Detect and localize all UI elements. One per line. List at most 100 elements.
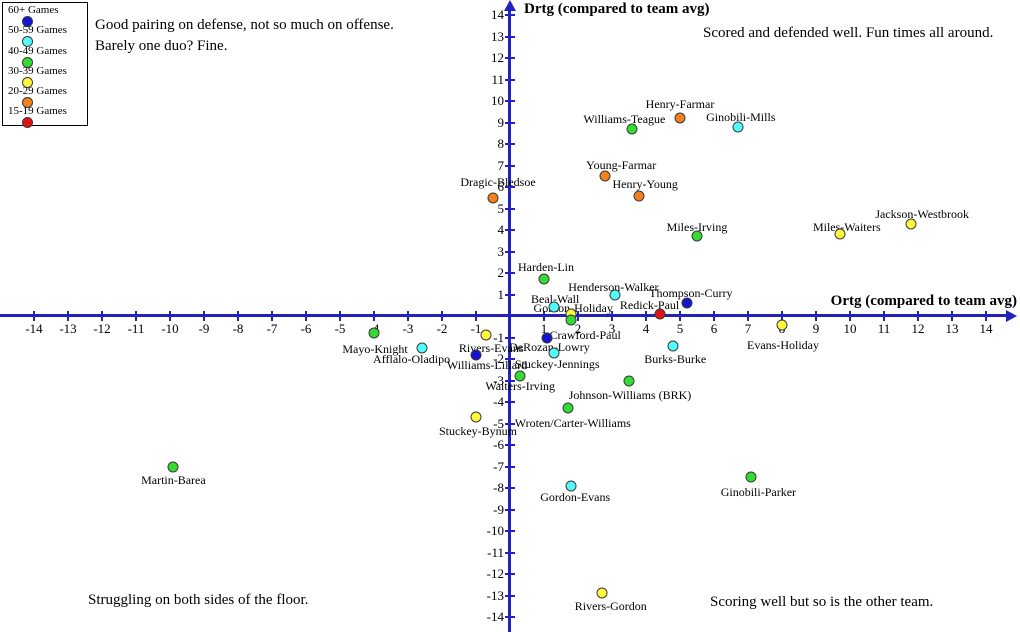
data-point-label: Beal-Wall bbox=[531, 292, 580, 307]
x-axis-tick bbox=[67, 311, 69, 321]
data-point bbox=[609, 289, 621, 300]
data-point-label: Henry-Farmar bbox=[645, 97, 715, 112]
data-point bbox=[745, 471, 757, 483]
legend-item-15-19-games: 15-19 Games bbox=[8, 105, 87, 129]
y-axis-tick bbox=[505, 207, 515, 210]
x-axis-tick bbox=[781, 311, 783, 321]
x-axis-tick-label: 4 bbox=[642, 321, 650, 336]
data-point-label: Ginobili-Parker bbox=[720, 485, 797, 500]
data-point-label: Wroten/Carter-Williams bbox=[514, 416, 631, 431]
data-point bbox=[691, 230, 703, 242]
y-axis-tick bbox=[505, 508, 515, 511]
y-axis-tick bbox=[505, 444, 515, 446]
x-axis-tick bbox=[339, 311, 341, 321]
x-axis-tick bbox=[543, 311, 545, 321]
legend-item-30-39-games: 30-39 Games bbox=[8, 65, 87, 88]
quadrant-annotation-bottom-left: Struggling on both sides of the floor. bbox=[88, 592, 309, 608]
data-point bbox=[514, 370, 526, 382]
data-point-label: Stuckey-Bynum bbox=[439, 424, 517, 439]
x-axis-tick-label: 9 bbox=[812, 321, 820, 336]
data-point-label: Miles-Irving bbox=[666, 220, 728, 235]
x-axis-line bbox=[0, 314, 1008, 317]
y-axis-tick-label: 4 bbox=[497, 222, 505, 237]
x-axis-tick bbox=[917, 311, 919, 321]
y-axis-tick-label: -2 bbox=[493, 351, 504, 366]
x-axis-tick bbox=[815, 311, 817, 321]
data-point-label: Henderson-Walker bbox=[568, 279, 659, 294]
x-axis-tick bbox=[441, 311, 443, 321]
y-axis-tick bbox=[505, 465, 515, 468]
data-point bbox=[834, 228, 846, 240]
y-axis-tick-label: 5 bbox=[497, 200, 505, 216]
data-point-label: Williams-Teague bbox=[583, 111, 666, 126]
y-axis-tick bbox=[505, 250, 515, 253]
legend-label: 15-19 Games bbox=[8, 105, 67, 118]
x-axis-tick bbox=[577, 311, 579, 321]
x-axis-arrow-icon bbox=[1006, 309, 1017, 322]
data-point bbox=[565, 480, 577, 492]
y-axis-tick-label: -6 bbox=[493, 437, 504, 452]
data-point-label: Stuckey-Jennings bbox=[514, 356, 600, 371]
x-axis-tick bbox=[883, 311, 885, 321]
x-axis-tick-label: 1 bbox=[540, 321, 548, 336]
legend-box: 60+ Games 50-59 Games 40-49 Games 30-39 … bbox=[2, 2, 88, 129]
y-axis-tick-label: -7 bbox=[493, 458, 504, 474]
data-point bbox=[681, 297, 693, 309]
x-axis-tick-label: 6 bbox=[710, 321, 718, 336]
data-point bbox=[732, 121, 744, 133]
y-axis-tick bbox=[505, 487, 515, 489]
y-axis-tick-label: -5 bbox=[493, 415, 504, 431]
y-axis-tick bbox=[505, 594, 515, 597]
x-axis-tick bbox=[407, 311, 409, 321]
x-axis-tick bbox=[747, 311, 749, 321]
y-axis-tick-label: -14 bbox=[486, 609, 504, 624]
x-axis-tick bbox=[33, 311, 35, 321]
x-axis-tick-label: 3 bbox=[608, 321, 616, 336]
x-axis-tick bbox=[985, 311, 987, 321]
data-point-label: DeRozan-Lowry bbox=[509, 339, 590, 354]
y-axis-tick-label: 10 bbox=[491, 93, 504, 108]
y-axis-tick bbox=[505, 336, 515, 339]
legend-label: 40-49 Games bbox=[8, 44, 67, 57]
x-axis-title: Ortg (compared to team avg) bbox=[830, 293, 1017, 309]
data-point bbox=[776, 319, 788, 331]
data-point-label: Young-Farmar bbox=[586, 158, 657, 173]
y-axis-tick bbox=[505, 186, 515, 188]
data-point bbox=[548, 347, 560, 359]
x-axis-tick-label: 2 bbox=[574, 321, 582, 336]
y-axis-tick bbox=[505, 100, 515, 102]
data-point bbox=[167, 461, 179, 472]
y-axis-tick bbox=[505, 422, 515, 425]
y-axis-tick bbox=[505, 379, 515, 382]
x-axis-tick-label: -6 bbox=[300, 321, 312, 336]
x-axis-tick-label: -9 bbox=[198, 321, 210, 336]
data-point bbox=[599, 170, 611, 182]
x-axis-tick-label: 13 bbox=[945, 321, 959, 336]
x-axis-tick bbox=[611, 311, 613, 321]
y-axis-tick bbox=[505, 358, 515, 360]
x-axis-tick-label: -12 bbox=[93, 321, 111, 336]
data-point-label: Redick-Paul bbox=[619, 297, 680, 312]
y-axis-tick bbox=[505, 78, 515, 81]
data-point-label: Martin-Barea bbox=[141, 472, 206, 487]
y-axis-tick-label: 9 bbox=[497, 114, 505, 130]
x-axis-tick bbox=[679, 311, 681, 321]
legend-label: 20-29 Games bbox=[8, 85, 67, 98]
y-axis-tick bbox=[505, 293, 515, 296]
data-point bbox=[654, 308, 666, 320]
y-axis-tick-label: 8 bbox=[497, 136, 505, 151]
legend-item-40-49-games: 40-49 Games bbox=[8, 44, 87, 68]
data-point bbox=[470, 349, 482, 361]
data-point-label: Williams-Lillard bbox=[446, 357, 528, 372]
y-axis-tick-label: -3 bbox=[493, 372, 504, 388]
legend-item-20-29-games: 20-29 Games bbox=[8, 85, 87, 109]
data-point-label: Gordon-Evans bbox=[540, 489, 611, 504]
y-axis-tick bbox=[505, 530, 515, 532]
y-axis-arrow-icon bbox=[503, 0, 516, 11]
y-axis-tick-label: -9 bbox=[493, 501, 504, 517]
y-axis-tick-label: 14 bbox=[491, 7, 504, 22]
y-axis-tick-label: 13 bbox=[491, 28, 504, 44]
quadrant-annotation-bottom-right: Scoring well but so is the other team. bbox=[710, 594, 934, 610]
x-axis-tick bbox=[951, 311, 953, 321]
y-axis-tick-label: -8 bbox=[493, 480, 504, 495]
